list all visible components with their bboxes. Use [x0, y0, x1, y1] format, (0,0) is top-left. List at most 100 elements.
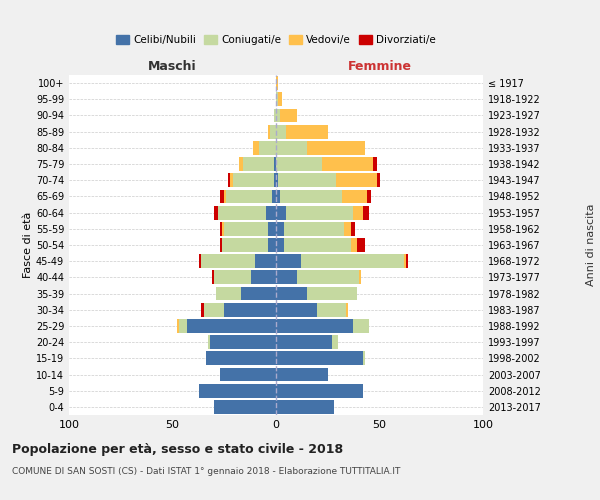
Bar: [214, 206, 218, 220]
Bar: [346, 303, 349, 316]
Bar: [359, 270, 361, 284]
Bar: [276, 368, 328, 382]
Bar: [276, 336, 332, 349]
Text: Maschi: Maschi: [148, 60, 197, 74]
Bar: [202, 254, 256, 268]
Bar: [268, 125, 270, 138]
Text: Popolazione per età, sesso e stato civile - 2018: Popolazione per età, sesso e stato civil…: [12, 442, 343, 456]
Bar: [253, 141, 259, 154]
Bar: [404, 254, 406, 268]
Bar: [251, 270, 276, 284]
Bar: [332, 336, 338, 349]
Bar: [286, 206, 353, 220]
Bar: [286, 125, 328, 138]
Bar: [208, 336, 210, 349]
Bar: [206, 352, 276, 365]
Bar: [214, 270, 251, 284]
Bar: [187, 319, 276, 333]
Bar: [222, 222, 224, 235]
Bar: [274, 174, 276, 187]
Bar: [274, 157, 276, 171]
Bar: [214, 400, 276, 414]
Bar: [276, 270, 296, 284]
Bar: [256, 254, 276, 268]
Text: Femmine: Femmine: [347, 60, 412, 74]
Bar: [199, 384, 276, 398]
Bar: [179, 319, 187, 333]
Bar: [276, 254, 301, 268]
Bar: [259, 141, 276, 154]
Bar: [216, 286, 241, 300]
Bar: [226, 190, 272, 203]
Bar: [276, 400, 334, 414]
Bar: [350, 222, 355, 235]
Bar: [350, 238, 357, 252]
Bar: [276, 286, 307, 300]
Bar: [276, 238, 284, 252]
Text: COMUNE DI SAN SOSTI (CS) - Dati ISTAT 1° gennaio 2018 - Elaborazione TUTTITALIA.: COMUNE DI SAN SOSTI (CS) - Dati ISTAT 1°…: [12, 468, 400, 476]
Bar: [377, 174, 380, 187]
Bar: [373, 157, 377, 171]
Bar: [296, 270, 359, 284]
Bar: [203, 303, 224, 316]
Bar: [220, 222, 222, 235]
Bar: [239, 157, 243, 171]
Bar: [176, 319, 179, 333]
Bar: [280, 108, 296, 122]
Bar: [230, 174, 233, 187]
Bar: [307, 286, 357, 300]
Bar: [284, 238, 350, 252]
Bar: [317, 303, 346, 316]
Bar: [278, 174, 336, 187]
Bar: [210, 336, 276, 349]
Bar: [274, 108, 276, 122]
Bar: [218, 206, 266, 220]
Bar: [353, 206, 363, 220]
Bar: [276, 92, 278, 106]
Bar: [276, 125, 286, 138]
Legend: Celibi/Nubili, Coniugati/e, Vedovi/e, Divorziati/e: Celibi/Nubili, Coniugati/e, Vedovi/e, Di…: [112, 31, 440, 49]
Text: Anni di nascita: Anni di nascita: [586, 204, 596, 286]
Bar: [284, 222, 344, 235]
Bar: [276, 319, 353, 333]
Bar: [220, 238, 222, 252]
Bar: [224, 222, 268, 235]
Bar: [276, 76, 278, 90]
Bar: [342, 190, 367, 203]
Bar: [243, 157, 274, 171]
Bar: [224, 190, 226, 203]
Bar: [276, 157, 322, 171]
Bar: [276, 206, 286, 220]
Bar: [363, 352, 365, 365]
Bar: [202, 303, 203, 316]
Bar: [363, 206, 369, 220]
Bar: [336, 174, 377, 187]
Bar: [266, 206, 276, 220]
Bar: [276, 303, 317, 316]
Bar: [272, 190, 276, 203]
Bar: [270, 125, 276, 138]
Bar: [276, 384, 363, 398]
Y-axis label: Fasce di età: Fasce di età: [23, 212, 33, 278]
Bar: [276, 108, 280, 122]
Bar: [220, 368, 276, 382]
Bar: [406, 254, 409, 268]
Bar: [357, 238, 365, 252]
Bar: [276, 174, 278, 187]
Bar: [280, 190, 342, 203]
Bar: [222, 238, 268, 252]
Bar: [276, 141, 307, 154]
Bar: [224, 303, 276, 316]
Bar: [268, 238, 276, 252]
Bar: [220, 190, 224, 203]
Bar: [301, 254, 404, 268]
Bar: [276, 190, 280, 203]
Bar: [241, 286, 276, 300]
Bar: [276, 222, 284, 235]
Bar: [278, 92, 282, 106]
Bar: [353, 319, 369, 333]
Bar: [276, 352, 363, 365]
Bar: [233, 174, 274, 187]
Bar: [229, 174, 230, 187]
Bar: [307, 141, 365, 154]
